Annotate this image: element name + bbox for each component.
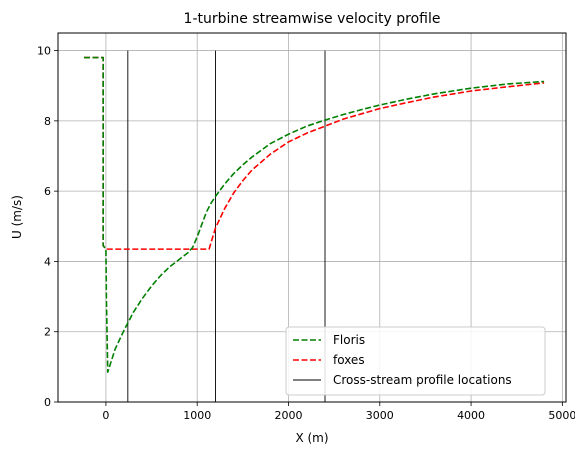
x-tick-label: 5000: [548, 409, 575, 422]
legend-label-foxes: foxes: [333, 353, 365, 367]
y-tick-label: 2: [44, 326, 51, 339]
legend-box: [285, 326, 546, 396]
y-tick-label: 4: [44, 255, 51, 268]
y-tick-label: 0: [44, 396, 51, 409]
legend: Floris foxes Cross-stream profile locati…: [285, 326, 546, 396]
y-tick-label: 10: [37, 45, 51, 58]
x-tick-label: 1000: [183, 409, 211, 422]
legend-label-floris: Floris: [333, 333, 365, 347]
ticks: 0 1000 2000 3000 4000 5000 0 2 4 6 8 10: [37, 45, 575, 422]
y-tick-label: 6: [44, 185, 51, 198]
chart-title: 1-turbine streamwise velocity profile: [184, 11, 441, 27]
grid: [58, 33, 566, 403]
x-tick-label: 2000: [274, 409, 302, 422]
y-tick-label: 8: [44, 115, 51, 128]
plot-area: [84, 50, 545, 402]
x-tick-label: 4000: [457, 409, 485, 422]
x-tick-label: 3000: [366, 409, 394, 422]
x-tick-label: 0: [102, 409, 109, 422]
y-axis-label: U (m/s): [10, 195, 24, 239]
series-line-floris: [84, 56, 545, 373]
series-line-foxes: [84, 56, 545, 250]
axes-frame: [57, 32, 567, 403]
x-axis-label: X (m): [295, 431, 328, 445]
legend-label-profile-locations: Cross-stream profile locations: [333, 373, 512, 387]
